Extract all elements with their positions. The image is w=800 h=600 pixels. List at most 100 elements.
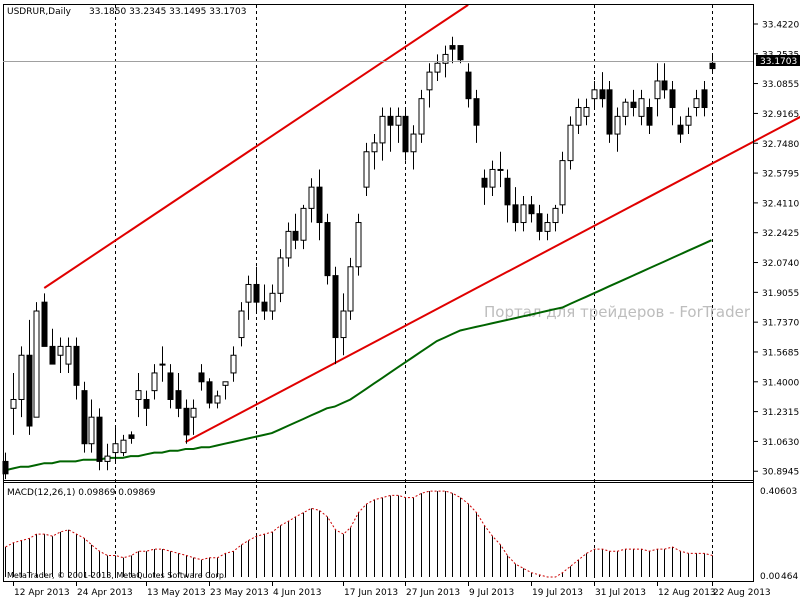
price-tick-label: 31.7370: [762, 319, 799, 329]
candle: [214, 390, 221, 409]
price-tick-label: 31.4000: [762, 378, 799, 388]
candle: [465, 63, 472, 108]
candle: [661, 63, 668, 99]
price-tick-label: 32.5795: [762, 170, 799, 180]
price-tick-label: 31.5685: [762, 348, 799, 358]
price-tick-label: 32.0740: [762, 259, 799, 269]
candle: [245, 275, 252, 320]
candle: [175, 372, 182, 418]
candle: [701, 80, 708, 117]
candle: [190, 399, 197, 435]
candle: [457, 45, 464, 64]
moving-average: [4, 239, 712, 472]
candle: [638, 89, 645, 126]
candle: [434, 54, 441, 81]
price-tick-label: 31.2315: [762, 408, 799, 418]
date-tick-label: 17 Jun 2013: [344, 588, 398, 598]
candle: [300, 204, 307, 250]
candle: [473, 89, 480, 143]
candle: [49, 328, 56, 365]
price-tick-label: 32.9165: [762, 110, 799, 120]
price-tick-label: 31.9055: [762, 289, 799, 299]
candle: [253, 266, 260, 312]
candle: [340, 293, 347, 356]
candle: [292, 213, 299, 250]
candle: [497, 151, 504, 188]
ohlc-readout: 33.1850 33.2345 33.1495 33.1703: [89, 7, 246, 17]
candle: [198, 364, 205, 391]
date-tick-label: 27 Jun 2013: [406, 588, 460, 598]
candle: [418, 89, 425, 143]
candle: [685, 107, 692, 135]
candle: [669, 80, 676, 126]
channel-line-lower[interactable]: [185, 106, 800, 443]
candle: [606, 80, 613, 143]
candle: [630, 89, 637, 117]
candle: [512, 187, 519, 232]
candle: [575, 98, 582, 135]
candle: [504, 169, 511, 223]
candle: [410, 125, 417, 170]
candle: [614, 107, 621, 152]
candle: [677, 116, 684, 143]
price-tick-label: 30.8945: [762, 468, 799, 478]
candle: [57, 337, 64, 373]
candle: [583, 98, 590, 126]
candle: [387, 107, 394, 152]
macd-histogram: [5, 490, 713, 578]
candle: [591, 80, 598, 108]
trend-channel[interactable]: [43, 4, 800, 443]
candle: [143, 390, 150, 427]
date-tick-label: 13 May 2013: [147, 588, 206, 598]
candle: [206, 378, 213, 409]
date-tick-label: 12 Aug 2013: [658, 588, 716, 598]
date-tick-label: 12 Apr 2013: [14, 588, 70, 598]
macd-signal-line: [5, 490, 713, 578]
candle: [96, 408, 103, 471]
date-tick-label: 31 Jul 2013: [595, 588, 646, 598]
candle: [159, 346, 166, 382]
candle: [238, 302, 245, 347]
candle: [371, 134, 378, 170]
candle: [449, 36, 456, 64]
candle: [183, 399, 190, 444]
candle: [33, 302, 40, 418]
chart-title: USDRUR,Daily: [7, 7, 72, 17]
price-tick-label: 32.2425: [762, 229, 799, 239]
candle: [73, 337, 80, 400]
date-axis: 12 Apr 2013 24 Apr 2013 13 May 2013 23 May …: [13, 582, 771, 598]
current-price-label: 33.1703: [760, 57, 797, 67]
candle: [112, 426, 119, 462]
channel-line-upper[interactable]: [43, 4, 469, 289]
candle: [395, 107, 402, 143]
price-tick-label: 32.7480: [762, 140, 799, 150]
candle: [41, 293, 48, 347]
macd-min-label-suffix: 464: [781, 572, 798, 582]
candle: [379, 107, 386, 161]
chart-frames: [3, 4, 754, 582]
price-tick-label: 32.4110: [762, 199, 799, 209]
candle: [308, 178, 315, 223]
moving-average-line: [4, 239, 712, 472]
candle: [65, 337, 72, 373]
candle: [285, 222, 292, 267]
candle: [709, 54, 716, 73]
candle: [481, 169, 488, 205]
candle: [316, 169, 323, 241]
date-tick-label: 23 May 2013: [210, 588, 269, 598]
candle: [128, 431, 135, 444]
date-tick-label: 4 Jun 2013: [273, 588, 321, 598]
candle: [104, 443, 111, 471]
candle: [167, 364, 174, 409]
candle: [10, 372, 17, 435]
candle: [622, 98, 629, 126]
candle: [81, 381, 88, 453]
date-tick-label: 9 Jul 2013: [469, 588, 514, 598]
current-price-box: [756, 55, 800, 66]
candle: [402, 107, 409, 161]
candle: [567, 116, 574, 170]
candle: [151, 364, 158, 400]
candle: [654, 63, 661, 117]
